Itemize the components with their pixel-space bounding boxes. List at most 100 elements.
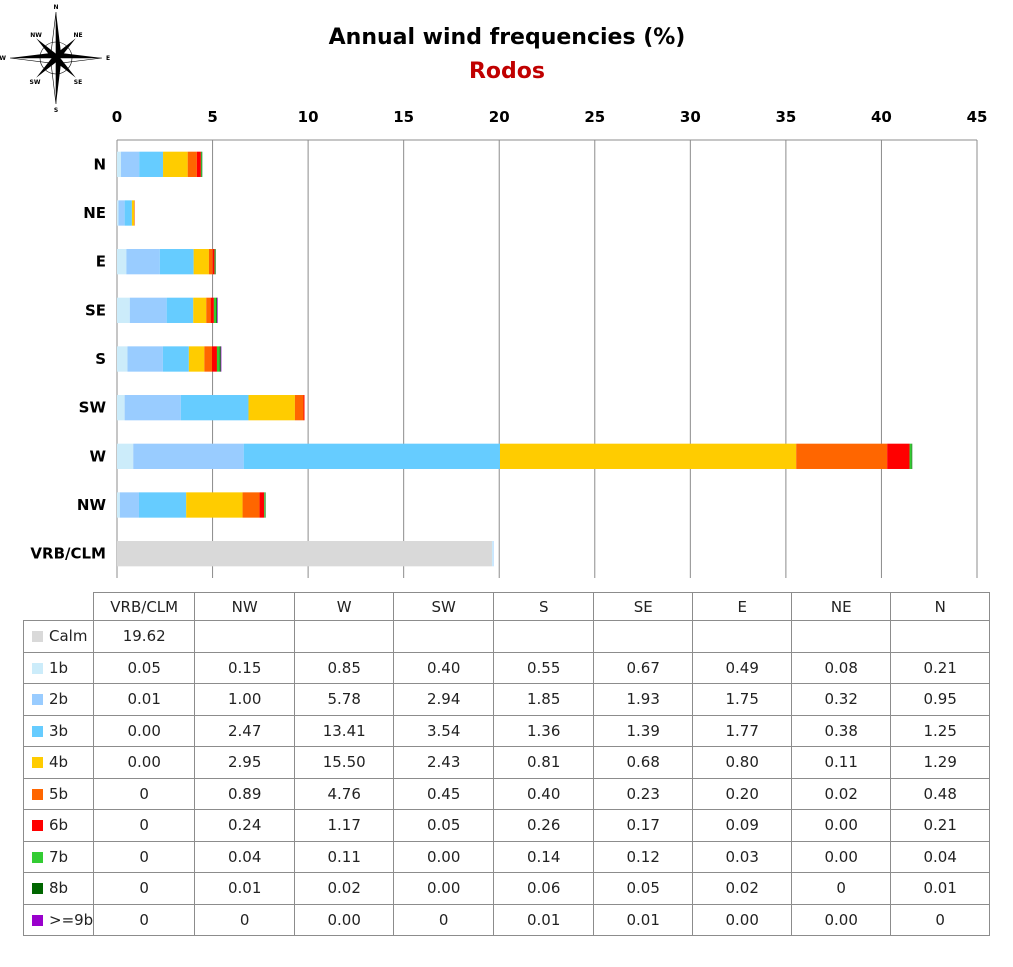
bar-segment — [133, 443, 244, 469]
table-cell: 0.55 — [493, 651, 595, 684]
table-cell: 0.21 — [890, 651, 991, 684]
rose-label-nw: NW — [30, 32, 42, 39]
bar-segment — [180, 395, 249, 421]
bar-segment — [303, 395, 305, 421]
bar-segment — [216, 297, 218, 323]
x-tick-label: 5 — [207, 108, 217, 126]
chart-title: Annual wind frequencies (%) — [329, 25, 686, 50]
table-cell: 0.21 — [890, 809, 991, 842]
bar-segment — [201, 151, 203, 177]
table-cell: 0.11 — [294, 840, 395, 873]
table-cell: 0.03 — [692, 840, 793, 873]
table-cell: 2.95 — [194, 746, 296, 779]
bar-segment — [118, 200, 125, 226]
bar-segment — [134, 200, 135, 226]
category-label: NW — [77, 496, 107, 514]
legend-label: 6b — [49, 816, 69, 835]
compass-rose-icon: N S E W NW NE SW SE — [0, 4, 110, 114]
bar-segment — [492, 541, 494, 567]
table-cell: 0.24 — [194, 809, 296, 842]
bar-segment — [117, 492, 120, 518]
table-row: 5b 0 0.89 4.76 0.45 0.40 0.23 0.20 0.02 0.48 — [22, 777, 991, 810]
category-label: N — [93, 155, 106, 173]
table-cell: 0.02 — [791, 777, 892, 810]
table-cell: 0.12 — [593, 840, 694, 873]
bar-segment — [212, 249, 215, 275]
table-column-header: E — [692, 592, 793, 621]
table-cell — [493, 620, 595, 653]
table-cell: 0.32 — [791, 683, 892, 716]
legend-swatch — [32, 883, 43, 895]
category-label: SE — [85, 301, 106, 319]
category-label: W — [89, 447, 106, 465]
rose-label-s: S — [54, 107, 58, 114]
table-cell: 0.68 — [593, 746, 694, 779]
bar-segment — [242, 492, 260, 518]
bar-segment — [131, 200, 135, 226]
table-cell: 1.85 — [493, 683, 595, 716]
table-cell: 2.47 — [194, 714, 296, 747]
bar-segment — [196, 151, 201, 177]
table-row: >=9b 0 0 0.00 0 0.01 0.01 0.00 0.00 0 — [22, 903, 991, 936]
legend-label: 8b — [49, 879, 69, 898]
table-cell: 0.01 — [93, 683, 196, 716]
table-cell: 0.14 — [493, 840, 595, 873]
table-row-header: 4b — [22, 746, 95, 779]
bar-segment — [213, 297, 217, 323]
table-cell: 1.25 — [890, 714, 991, 747]
table-row-header: 2b — [22, 683, 95, 716]
x-tick-label: 10 — [298, 108, 319, 126]
table-cell: 19.62 — [93, 620, 196, 653]
table-row: 7b 0 0.04 0.11 0.00 0.14 0.12 0.03 0.00 0.04 — [22, 840, 991, 873]
bar-segment — [186, 492, 243, 518]
bar-segment — [259, 492, 265, 518]
bar-segment — [491, 541, 493, 567]
bar-segment — [211, 346, 217, 372]
table-row: 3b 0.00 2.47 13.41 3.54 1.36 1.39 1.77 0.38 1.25 — [22, 714, 991, 747]
bar-segment — [215, 249, 216, 275]
table-column-header: VRB/CLM — [93, 592, 196, 621]
legend-label: 4b — [49, 753, 69, 772]
table-cell: 0 — [791, 872, 892, 905]
table-cell: 2.94 — [393, 683, 495, 716]
table-cell: 0.89 — [194, 777, 296, 810]
table-cell: 0.48 — [890, 777, 991, 810]
wind-frequency-chart: N S E W NW NE SW SE Annual wind frequenc… — [0, 4, 987, 578]
table-cell: 1.39 — [593, 714, 694, 747]
table-cell: 0.02 — [294, 872, 395, 905]
table-cell: 0.95 — [890, 683, 991, 716]
bar-segment — [264, 492, 265, 518]
table-cell: 0.05 — [93, 651, 196, 684]
table-row: Calm 19.62 — [22, 620, 991, 653]
bar-segment — [187, 151, 197, 177]
table-cell: 1.29 — [890, 746, 991, 779]
table-cell — [294, 620, 395, 653]
bar-segment — [193, 249, 209, 275]
table-cell: 0.15 — [194, 651, 296, 684]
rose-label-se: SE — [74, 79, 82, 86]
table-row-header: 8b — [22, 872, 95, 905]
bar-segment — [499, 443, 797, 469]
table-cell: 0.00 — [692, 903, 793, 936]
category-labels: N NE E SE S SW W NW VRB/CLM — [30, 155, 106, 562]
x-tick-label: 35 — [775, 108, 796, 126]
bar-segment — [163, 151, 188, 177]
bar-segment — [204, 346, 212, 372]
table-cell: 13.41 — [294, 714, 395, 747]
table-row-header: 5b — [22, 777, 95, 810]
legend-label: 3b — [49, 721, 69, 740]
bar-segment — [117, 249, 127, 275]
table-column-header: NW — [194, 592, 296, 621]
bar-segment — [166, 297, 194, 323]
table-corner — [23, 592, 95, 621]
table-cell: 3.54 — [393, 714, 495, 747]
bar-segment — [117, 151, 122, 177]
table-cell: 0.04 — [890, 840, 991, 873]
rose-label-ne: NE — [73, 32, 82, 39]
legend-swatch — [32, 914, 43, 926]
bar-segment — [117, 346, 128, 372]
bar-segment — [219, 346, 221, 372]
bar-segment — [248, 395, 295, 421]
table-row-header: 7b — [22, 840, 95, 873]
table-cell: 15.50 — [294, 746, 395, 779]
